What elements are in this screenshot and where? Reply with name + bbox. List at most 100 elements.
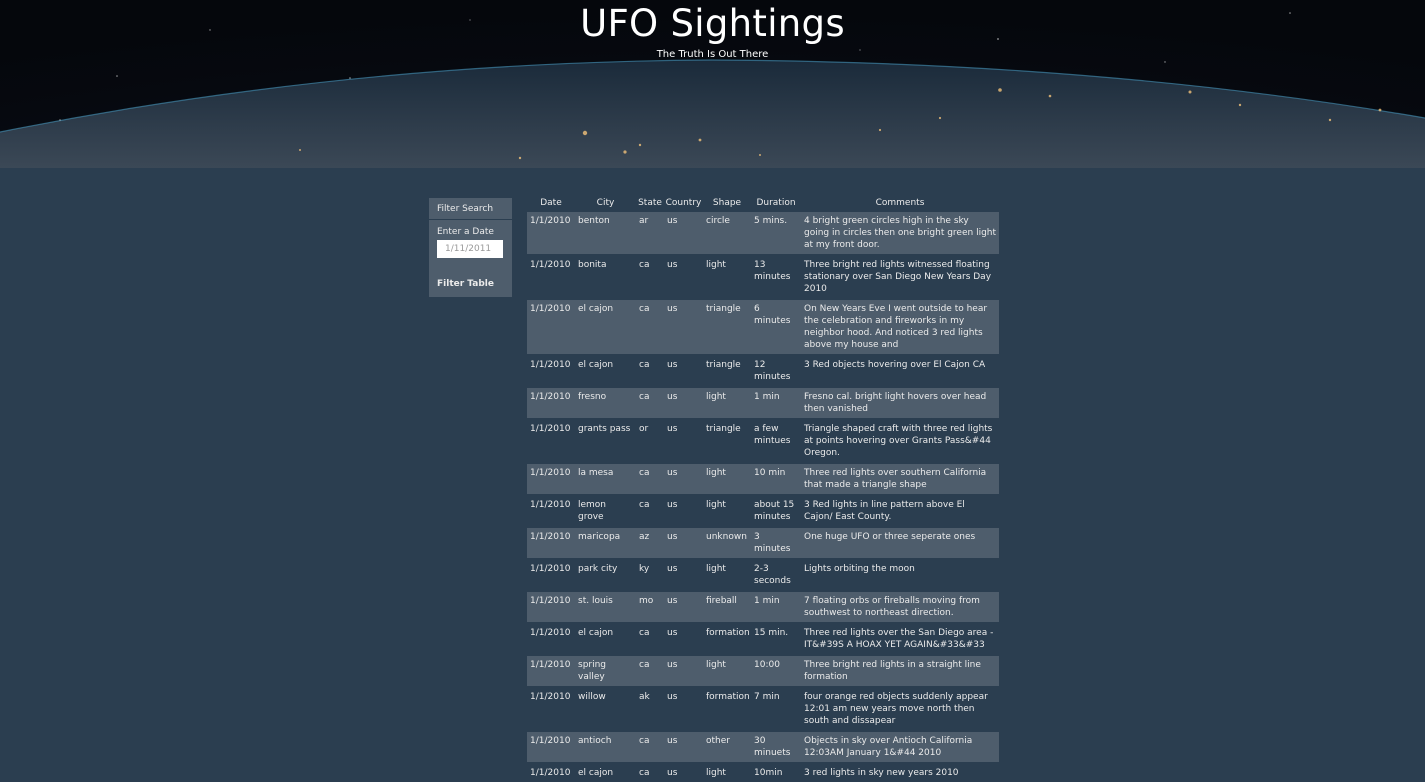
column-header-country: Country bbox=[664, 195, 703, 211]
date-input[interactable] bbox=[437, 240, 503, 258]
column-header-state: State bbox=[636, 195, 664, 211]
cell-duration: 2-3 seconds bbox=[751, 559, 801, 591]
cell-state: ca bbox=[636, 355, 664, 387]
cell-shape: circle bbox=[703, 211, 751, 255]
table-row: 1/1/2010 bonita ca us light 13 minutes Three b… bbox=[527, 255, 999, 299]
cell-shape: formation bbox=[703, 623, 751, 655]
cell-shape: light bbox=[703, 387, 751, 419]
cell-country: us bbox=[664, 355, 703, 387]
cell-state: ca bbox=[636, 623, 664, 655]
filter-table-button[interactable]: Filter Table bbox=[437, 279, 494, 289]
cell-state: ca bbox=[636, 255, 664, 299]
cell-comments: 4 bright green circles high in the sky g… bbox=[801, 211, 999, 255]
cell-state: ca bbox=[636, 463, 664, 495]
cell-date: 1/1/2010 bbox=[527, 463, 575, 495]
cell-comments: 3 Red objects hovering over El Cajon CA bbox=[801, 355, 999, 387]
table-row: 1/1/2010 el cajon ca us triangle 12 minutes 3 … bbox=[527, 355, 999, 387]
cell-city: st. louis bbox=[575, 591, 636, 623]
cell-comments: Objects in sky over Antioch California 1… bbox=[801, 731, 999, 763]
cell-city: antioch bbox=[575, 731, 636, 763]
cell-date: 1/1/2010 bbox=[527, 211, 575, 255]
cell-comments: Triangle shaped craft with three red lig… bbox=[801, 419, 999, 463]
cell-country: us bbox=[664, 419, 703, 463]
cell-duration: 30 minuets bbox=[751, 731, 801, 763]
column-header-city: City bbox=[575, 195, 636, 211]
filter-heading: Filter Search bbox=[429, 198, 512, 220]
cell-comments: On New Years Eve I went outside to hear … bbox=[801, 299, 999, 355]
table-row: 1/1/2010 willow ak us formation 7 min four ora… bbox=[527, 687, 999, 731]
cell-city: park city bbox=[575, 559, 636, 591]
cell-duration: about 15 minutes bbox=[751, 495, 801, 527]
cell-city: willow bbox=[575, 687, 636, 731]
cell-state: ca bbox=[636, 731, 664, 763]
table-row: 1/1/2010 la mesa ca us light 10 min Three red … bbox=[527, 463, 999, 495]
cell-country: us bbox=[664, 559, 703, 591]
cell-comments: 3 Red lights in line pattern above El Ca… bbox=[801, 495, 999, 527]
cell-country: us bbox=[664, 387, 703, 419]
table-body: 1/1/2010 benton ar us circle 5 mins. 4 bright … bbox=[527, 211, 999, 782]
table-row: 1/1/2010 spring valley ca us light 10:00 Three… bbox=[527, 655, 999, 687]
cell-duration: 10 min bbox=[751, 463, 801, 495]
table-row: 1/1/2010 el cajon ca us triangle 6 minutes On … bbox=[527, 299, 999, 355]
table-row: 1/1/2010 el cajon ca us formation 15 min. Thre… bbox=[527, 623, 999, 655]
cell-country: us bbox=[664, 463, 703, 495]
cell-comments: Lights orbiting the moon bbox=[801, 559, 999, 591]
cell-duration: 1 min bbox=[751, 591, 801, 623]
cell-shape: triangle bbox=[703, 299, 751, 355]
table-row: 1/1/2010 park city ky us light 2-3 seconds Lig… bbox=[527, 559, 999, 591]
cell-date: 1/1/2010 bbox=[527, 255, 575, 299]
cell-comments: Three bright red lights witnessed floati… bbox=[801, 255, 999, 299]
cell-duration: 10min bbox=[751, 763, 801, 782]
cell-state: ca bbox=[636, 763, 664, 782]
cell-city: lemon grove bbox=[575, 495, 636, 527]
cell-state: ca bbox=[636, 495, 664, 527]
page-subtitle: The Truth Is Out There bbox=[0, 49, 1425, 60]
cell-city: grants pass bbox=[575, 419, 636, 463]
cell-date: 1/1/2010 bbox=[527, 591, 575, 623]
cell-city: spring valley bbox=[575, 655, 636, 687]
cell-date: 1/1/2010 bbox=[527, 763, 575, 782]
cell-duration: a few mintues bbox=[751, 419, 801, 463]
cell-duration: 3 minutes bbox=[751, 527, 801, 559]
cell-shape: light bbox=[703, 255, 751, 299]
page-title: UFO Sightings bbox=[0, 2, 1425, 45]
cell-country: us bbox=[664, 763, 703, 782]
cell-city: el cajon bbox=[575, 299, 636, 355]
table-header-row: Date City State Country Shape Duration Comment… bbox=[527, 195, 999, 211]
cell-country: us bbox=[664, 255, 703, 299]
cell-state: ca bbox=[636, 655, 664, 687]
ufo-table: Date City State Country Shape Duration Comment… bbox=[527, 195, 999, 782]
cell-duration: 7 min bbox=[751, 687, 801, 731]
cell-country: us bbox=[664, 211, 703, 255]
cell-date: 1/1/2010 bbox=[527, 687, 575, 731]
cell-country: us bbox=[664, 495, 703, 527]
cell-date: 1/1/2010 bbox=[527, 559, 575, 591]
cell-duration: 6 minutes bbox=[751, 299, 801, 355]
cell-date: 1/1/2010 bbox=[527, 655, 575, 687]
table-row: 1/1/2010 el cajon ca us light 10min 3 red ligh… bbox=[527, 763, 999, 782]
cell-state: ca bbox=[636, 299, 664, 355]
table-row: 1/1/2010 st. louis mo us fireball 1 min 7 floa… bbox=[527, 591, 999, 623]
cell-state: az bbox=[636, 527, 664, 559]
cell-date: 1/1/2010 bbox=[527, 387, 575, 419]
cell-shape: triangle bbox=[703, 355, 751, 387]
cell-date: 1/1/2010 bbox=[527, 731, 575, 763]
cell-city: el cajon bbox=[575, 623, 636, 655]
cell-comments: four orange red objects suddenly appear … bbox=[801, 687, 999, 731]
cell-shape: light bbox=[703, 763, 751, 782]
cell-comments: 3 red lights in sky new years 2010 bbox=[801, 763, 999, 782]
cell-duration: 15 min. bbox=[751, 623, 801, 655]
cell-city: benton bbox=[575, 211, 636, 255]
cell-state: or bbox=[636, 419, 664, 463]
cell-shape: light bbox=[703, 655, 751, 687]
cell-country: us bbox=[664, 687, 703, 731]
table-row: 1/1/2010 grants pass or us triangle a few min… bbox=[527, 419, 999, 463]
cell-state: ar bbox=[636, 211, 664, 255]
cell-city: el cajon bbox=[575, 763, 636, 782]
table-row: 1/1/2010 maricopa az us unknown 3 minutes One … bbox=[527, 527, 999, 559]
cell-shape: light bbox=[703, 559, 751, 591]
cell-shape: triangle bbox=[703, 419, 751, 463]
cell-date: 1/1/2010 bbox=[527, 495, 575, 527]
cell-date: 1/1/2010 bbox=[527, 299, 575, 355]
cell-country: us bbox=[664, 591, 703, 623]
